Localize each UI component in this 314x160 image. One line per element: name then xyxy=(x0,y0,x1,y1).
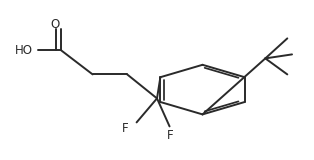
Text: HO: HO xyxy=(14,44,33,57)
Text: F: F xyxy=(122,122,128,135)
Text: F: F xyxy=(167,129,174,142)
Text: O: O xyxy=(50,18,60,31)
